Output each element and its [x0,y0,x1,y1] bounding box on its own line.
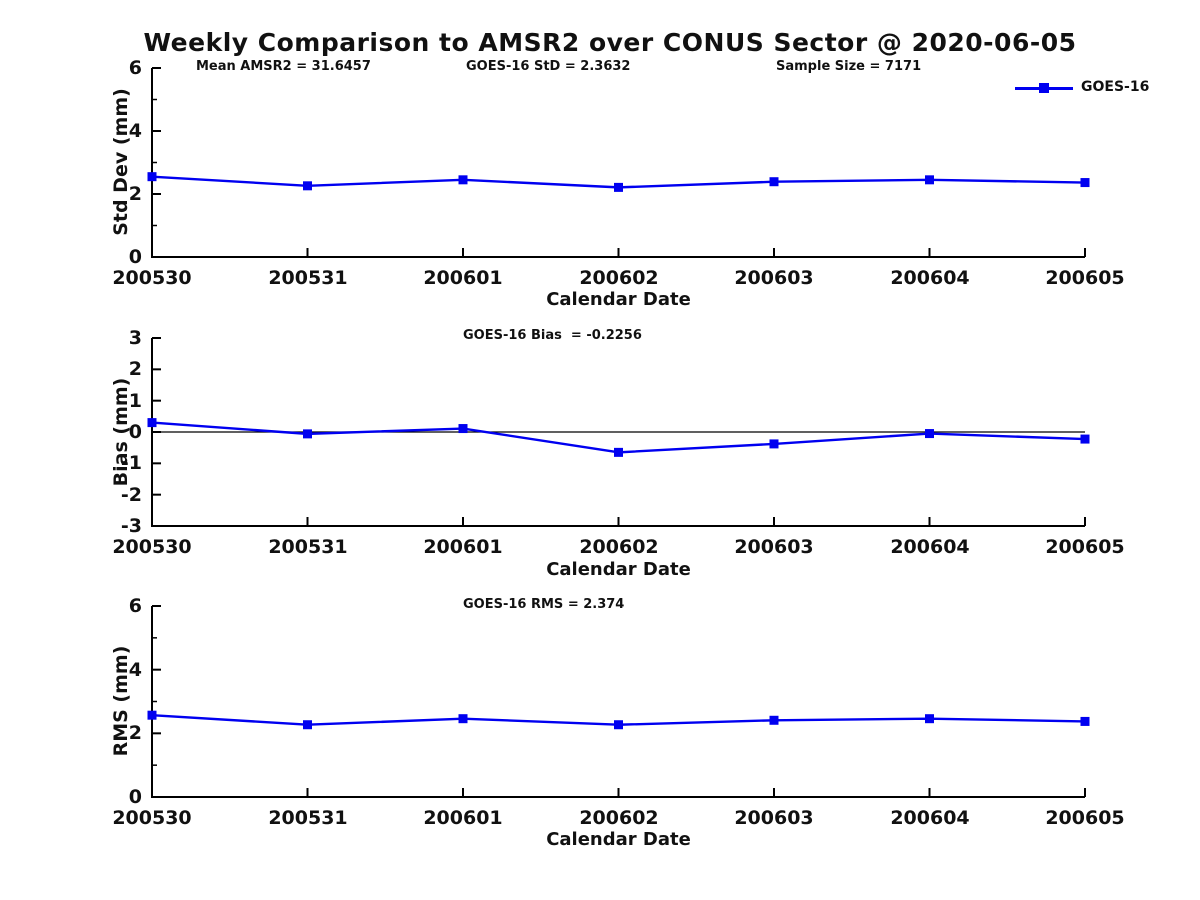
x-tick-label: 200530 [112,807,192,829]
figure-title: Weekly Comparison to AMSR2 over CONUS Se… [143,28,1077,57]
x-tick-label: 200602 [579,267,659,289]
y-tick-label: 0 [128,786,142,808]
annotation-sample-size: Sample Size = 7171 [776,59,922,74]
x-tick-label: 200604 [890,267,970,289]
y-tick-label: 0 [128,246,142,268]
legend-square-marker-icon [1039,83,1049,93]
legend-label: GOES-16 [1081,79,1150,95]
x-tick-label: 200603 [734,267,814,289]
x-tick-label: 200605 [1045,807,1125,829]
x-tick-label: 200605 [1045,267,1125,289]
x-tick-label: 200601 [423,807,503,829]
x-tick-label: 200604 [890,536,970,558]
x-tick-label: 200602 [579,536,659,558]
y-tick-label: -3 [120,515,142,537]
annotation-goes16-rms: GOES-16 RMS = 2.374 [463,597,625,612]
y-tick-label: 4 [128,659,142,681]
y-tick-label: 1 [128,390,142,412]
y-tick-label: 6 [128,595,142,617]
x-tick-label: 200603 [734,807,814,829]
x-tick-label: 200530 [112,267,192,289]
y-tick-label: 2 [128,358,142,380]
y-tick-label: 2 [128,722,142,744]
legend: GOES-16 [1015,76,1185,102]
annotation-goes16-bias: GOES-16 Bias = -0.2256 [463,328,642,343]
y-tick-label: -2 [120,484,142,506]
annotation-mean-amsr2: Mean AMSR2 = 31.6457 [196,59,371,74]
y-tick-label: 0 [128,421,142,443]
x-tick-label: 200604 [890,807,970,829]
x-tick-label: 200531 [268,807,348,829]
x-tick-label: 200601 [423,536,503,558]
y-tick-label: -1 [120,452,142,474]
x-axis-label-3: Calendar Date [546,829,691,850]
x-axis-label-2: Calendar Date [546,559,691,580]
x-tick-label: 200601 [423,267,503,289]
x-tick-label: 200602 [579,807,659,829]
y-tick-label: 6 [128,57,142,79]
x-tick-label: 200531 [268,536,348,558]
x-tick-label: 200531 [268,267,348,289]
x-tick-label: 200603 [734,536,814,558]
x-axis-label-1: Calendar Date [546,289,691,310]
x-tick-label: 200605 [1045,536,1125,558]
y-tick-label: 3 [128,327,142,349]
y-tick-label: 4 [128,120,142,142]
annotation-goes16-std: GOES-16 StD = 2.3632 [466,59,631,74]
y-tick-label: 2 [128,183,142,205]
x-tick-label: 200530 [112,536,192,558]
